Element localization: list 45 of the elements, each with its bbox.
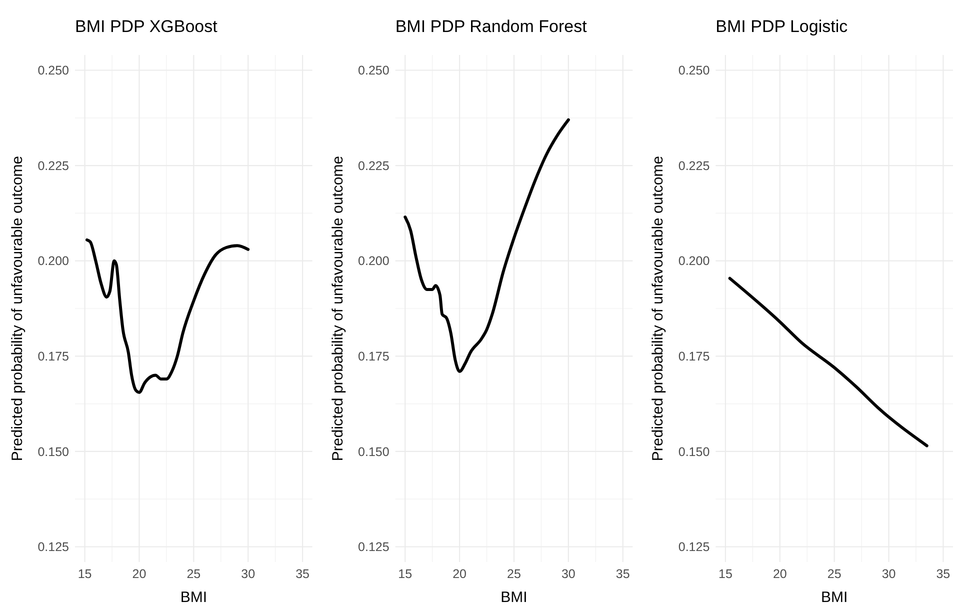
line-series — [85, 238, 250, 394]
x-tick-label: 25 — [186, 567, 201, 581]
y-tick-label: 0.225 — [358, 158, 390, 173]
x-tick-label: 25 — [827, 567, 842, 581]
y-tick-label: 0.175 — [38, 350, 70, 364]
y-tick-label: 0.175 — [358, 350, 390, 364]
x-tick-label: 35 — [616, 567, 630, 581]
x-tick-label: 20 — [772, 567, 787, 581]
x-tick-label: 15 — [398, 567, 412, 581]
y-tick-label: 0.225 — [38, 158, 70, 173]
y-tick-label: 0.250 — [678, 64, 710, 78]
y-tick-label: 0.200 — [38, 254, 70, 268]
x-tick-label: 35 — [936, 567, 950, 581]
chart-title: BMI PDP Logistic — [716, 17, 848, 36]
x-tick-label: 35 — [296, 567, 310, 581]
x-tick-label: 30 — [561, 567, 576, 581]
x-tick-label: 30 — [882, 567, 896, 581]
x-tick-label: 20 — [452, 567, 467, 581]
y-tick-label: 0.125 — [38, 540, 70, 554]
y-tick-label: 0.150 — [678, 444, 710, 459]
chart-title: BMI PDP Random Forest — [395, 17, 588, 36]
line-series — [404, 118, 570, 373]
y-tick-label: 0.125 — [358, 540, 390, 554]
y-tick-label: 0.250 — [38, 64, 70, 78]
x-axis-title: BMI — [500, 589, 528, 606]
y-tick-label: 0.150 — [358, 444, 390, 459]
x-tick-label: 25 — [507, 567, 521, 581]
line-series — [728, 276, 928, 448]
y-axis-title: Predicted probability of unfavourable outcome — [650, 156, 667, 462]
y-tick-label: 0.150 — [38, 444, 70, 459]
x-tick-label: 15 — [78, 567, 92, 581]
y-tick-label: 0.225 — [678, 158, 710, 173]
x-axis-title: BMI — [180, 589, 208, 606]
x-tick-label: 30 — [241, 567, 256, 581]
y-axis-title: Predicted probability of unfavourable outcome — [329, 156, 346, 462]
x-axis-title: BMI — [820, 589, 848, 606]
x-tick-label: 20 — [132, 567, 146, 581]
y-tick-label: 0.200 — [678, 254, 710, 268]
y-tick-label: 0.250 — [358, 64, 390, 78]
x-tick-label: 15 — [718, 567, 732, 581]
y-tick-label: 0.175 — [678, 350, 710, 364]
chart-title: BMI PDP XGBoost — [75, 17, 218, 36]
y-tick-label: 0.125 — [678, 540, 710, 554]
y-tick-label: 0.200 — [358, 254, 390, 268]
y-axis-title: Predicted probability of unfavourable outcome — [9, 156, 26, 462]
